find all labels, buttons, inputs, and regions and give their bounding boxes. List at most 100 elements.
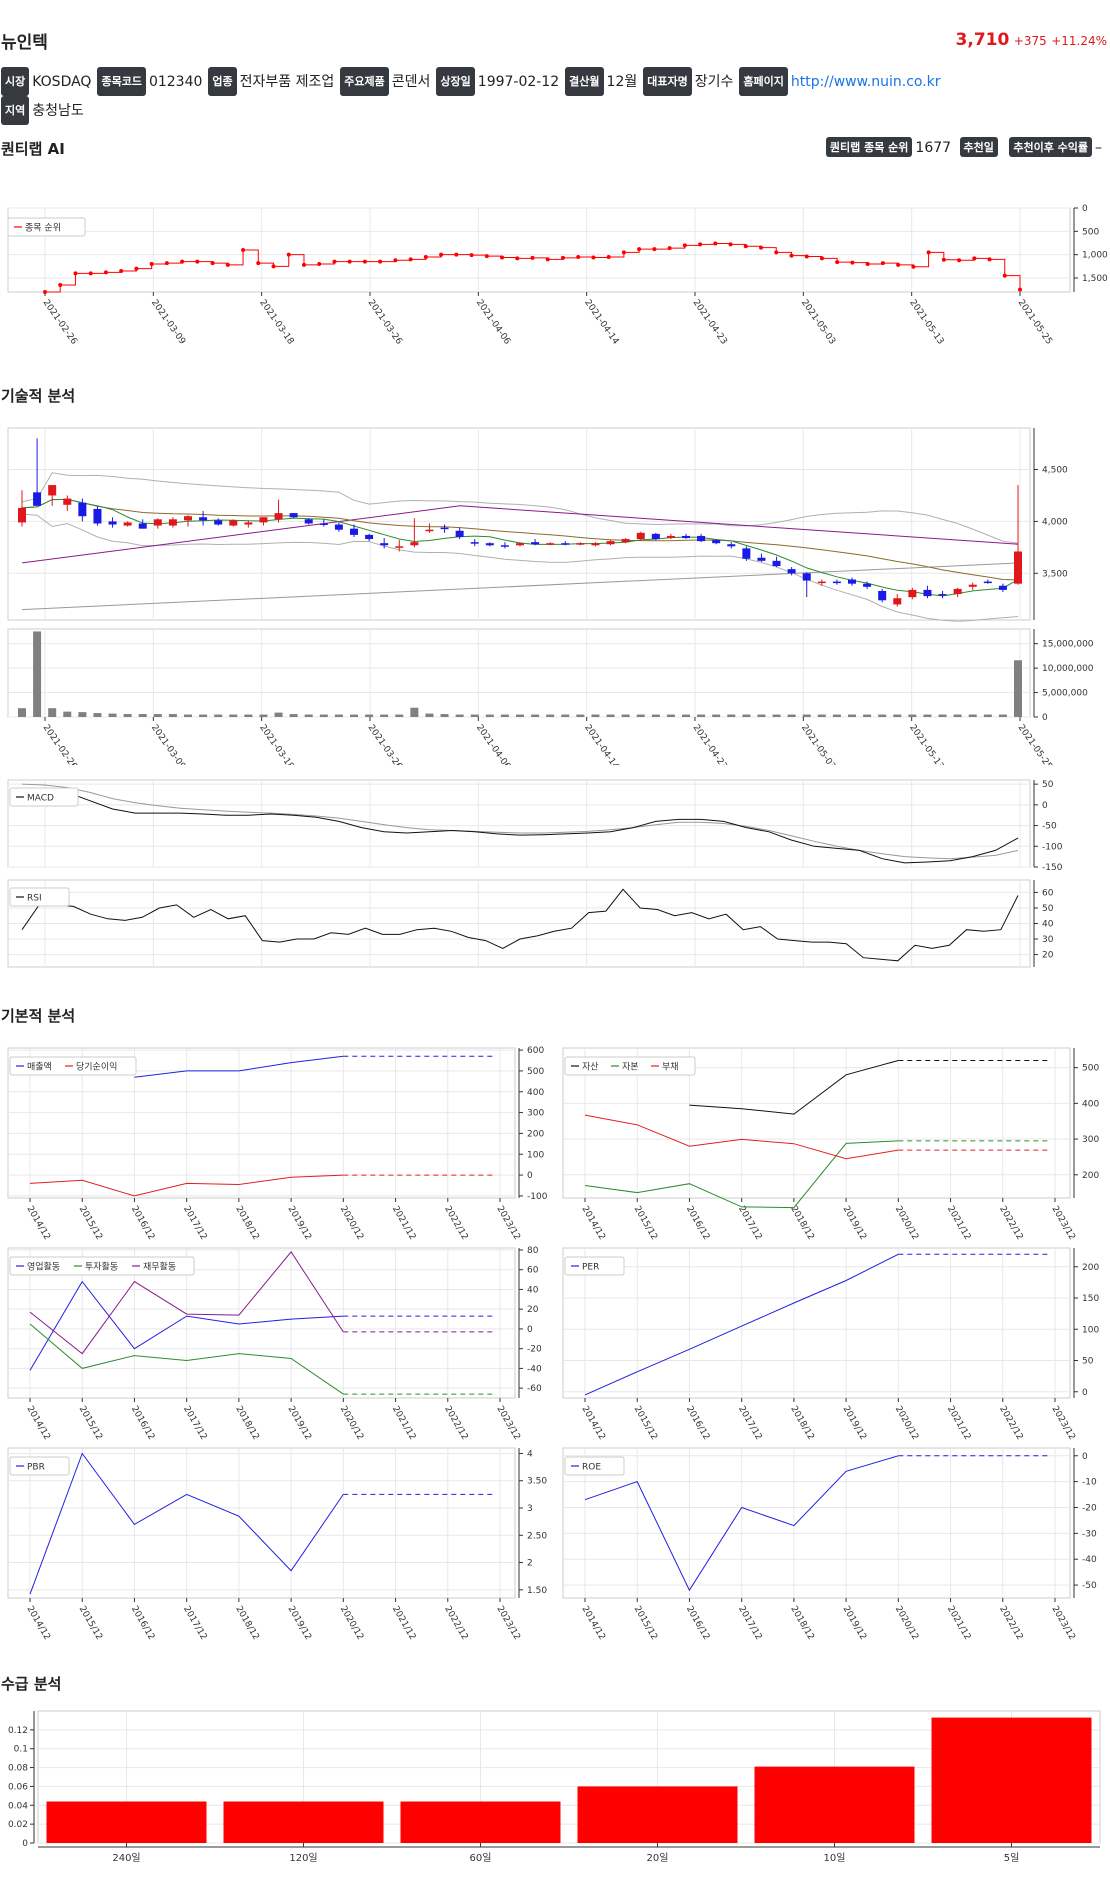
- y-tick-label: 30: [1042, 935, 1054, 945]
- legend-label: PBR: [27, 1463, 45, 1473]
- volume-bar: [229, 714, 238, 717]
- volume-bar: [78, 712, 87, 717]
- candle-body: [697, 535, 706, 542]
- candle-body: [48, 485, 57, 496]
- x-tick-label: 2021-04-23: [691, 298, 729, 347]
- y-tick-label: 0.04: [8, 1801, 28, 1811]
- homepage-link[interactable]: http://www.nuin.co.kr: [790, 74, 941, 90]
- volume-bar: [1014, 660, 1022, 717]
- rank-point: [560, 255, 565, 260]
- y-tick-label: -20: [1082, 1503, 1097, 1513]
- plot-area: [562, 1247, 1071, 1399]
- supply-bar: [577, 1786, 738, 1843]
- x-tick-label: 2015/12: [632, 1405, 659, 1442]
- rank-chart: 2021-02-26 2021-03-09 2021-03-18 2021-03-26…: [7, 204, 1108, 347]
- rank-point: [439, 252, 444, 257]
- rank-point: [241, 248, 246, 252]
- rank-point: [957, 258, 962, 263]
- candle-body: [93, 508, 102, 524]
- ai-section-title: 퀀티랩 AI: [1, 140, 65, 158]
- sales-income-chart: 600 500 400 300 200 100 0 -100 2014/12 2015/12 201…: [7, 1046, 548, 1242]
- legend-label: 당기순이익: [76, 1061, 117, 1073]
- y-tick-label: 0.06: [8, 1782, 28, 1792]
- info-badge: 시장: [1, 67, 30, 96]
- candle-body: [350, 528, 358, 535]
- y-tick-label: 10,000,000: [1042, 664, 1094, 674]
- candle-body: [666, 535, 675, 539]
- x-tick-label: 2021-04-23: [691, 723, 729, 765]
- candle-body: [229, 520, 238, 526]
- rank-point: [835, 260, 840, 265]
- x-tick-label: 2021-05-03: [799, 723, 837, 765]
- legend-label: 자산: [582, 1062, 599, 1073]
- y-tick-label: -60: [527, 1384, 542, 1394]
- candle-body: [455, 530, 464, 537]
- plot-area: [7, 427, 1031, 621]
- x-tick-label: 2015/12: [632, 1605, 659, 1642]
- series-line: [689, 1060, 899, 1115]
- volume-bar: [727, 714, 736, 717]
- y-tick-label: 100: [1082, 1325, 1099, 1335]
- ai-summary: 퀀티랩 종목 순위 1677 추천일 추천이후 수익률 –: [825, 137, 1102, 157]
- volume-bar: [214, 714, 223, 717]
- rank-point: [180, 259, 185, 264]
- rank-point: [819, 256, 824, 261]
- y-tick-label: -150: [1042, 863, 1063, 872]
- y-tick-label: 0.1: [14, 1745, 28, 1755]
- volume-bar: [576, 714, 585, 717]
- volume-bar: [455, 714, 464, 717]
- x-tick-label: 2019/12: [286, 1205, 313, 1242]
- rank-point: [271, 264, 276, 269]
- volume-bar: [697, 714, 706, 717]
- candle-body: [199, 517, 208, 521]
- y-tick-label: 1,500: [1082, 274, 1108, 284]
- supply-chart: 0 0.02 0.04 0.06 0.08 0.1 0.12 240일 120일 60일 20일 10…: [8, 1710, 1101, 1864]
- candle-body: [184, 516, 192, 521]
- x-tick-label: 2015/12: [632, 1205, 659, 1242]
- volume-bar: [516, 714, 524, 717]
- candle-body: [33, 492, 42, 506]
- candle-body: [621, 539, 630, 543]
- volume-bar: [712, 714, 721, 717]
- legend-box: [564, 1256, 625, 1276]
- volume-bar: [621, 714, 630, 717]
- y-tick-label: 20: [1042, 951, 1054, 961]
- balance-chart: 500 400 300 200 2014/12 2015/12 2016/12 2017/12…: [562, 1047, 1099, 1242]
- y-tick-label: 600: [527, 1046, 544, 1056]
- candle-body: [591, 543, 600, 546]
- info-item: 업종 전자부품 제조업: [208, 67, 334, 96]
- volume-bar: [33, 631, 42, 717]
- rank-point: [73, 271, 78, 276]
- y-tick-label: 300: [1082, 1135, 1099, 1145]
- rank-point: [530, 255, 535, 260]
- y-tick-label: 4: [527, 1449, 533, 1459]
- stock-name: 뉴인텍: [1, 33, 48, 53]
- rank-point: [256, 261, 261, 266]
- x-tick-label: 2021-03-18: [257, 723, 295, 765]
- candle-body: [516, 543, 524, 546]
- candle-body: [893, 598, 902, 605]
- volume-bar: [18, 708, 26, 717]
- info-badge: 주요제품: [340, 67, 389, 96]
- x-tick-label: 2021-03-26: [366, 298, 404, 347]
- x-tick-label: 2021-04-14: [582, 723, 620, 765]
- x-tick-label: 2016/12: [684, 1205, 711, 1242]
- volume-bar: [274, 712, 283, 717]
- legend-label: 영업활동: [27, 1261, 60, 1273]
- x-tick-label: 2018/12: [788, 1605, 815, 1642]
- candle-body: [425, 529, 434, 532]
- y-tick-label: 50: [1042, 904, 1054, 914]
- series-line: [584, 1140, 899, 1209]
- plot-area: [562, 1447, 1071, 1599]
- y-tick-label: 60: [527, 1266, 539, 1276]
- y-tick-label: 0: [1082, 1388, 1088, 1398]
- x-tick-label: 2014/12: [24, 1405, 51, 1442]
- rank-point: [774, 250, 779, 255]
- y-tick-label: 0: [1042, 801, 1048, 811]
- roe-chart: 0 -10 -20 -30 -40 -50 2014/12 2015/12 2016/12 201…: [562, 1447, 1097, 1642]
- y-tick-label: -100: [1042, 842, 1063, 852]
- rsi-line: [21, 888, 1019, 962]
- plot-area: [7, 1447, 516, 1599]
- x-tick-label: 2015/12: [77, 1605, 104, 1642]
- x-tick-label: 2015/12: [77, 1205, 104, 1242]
